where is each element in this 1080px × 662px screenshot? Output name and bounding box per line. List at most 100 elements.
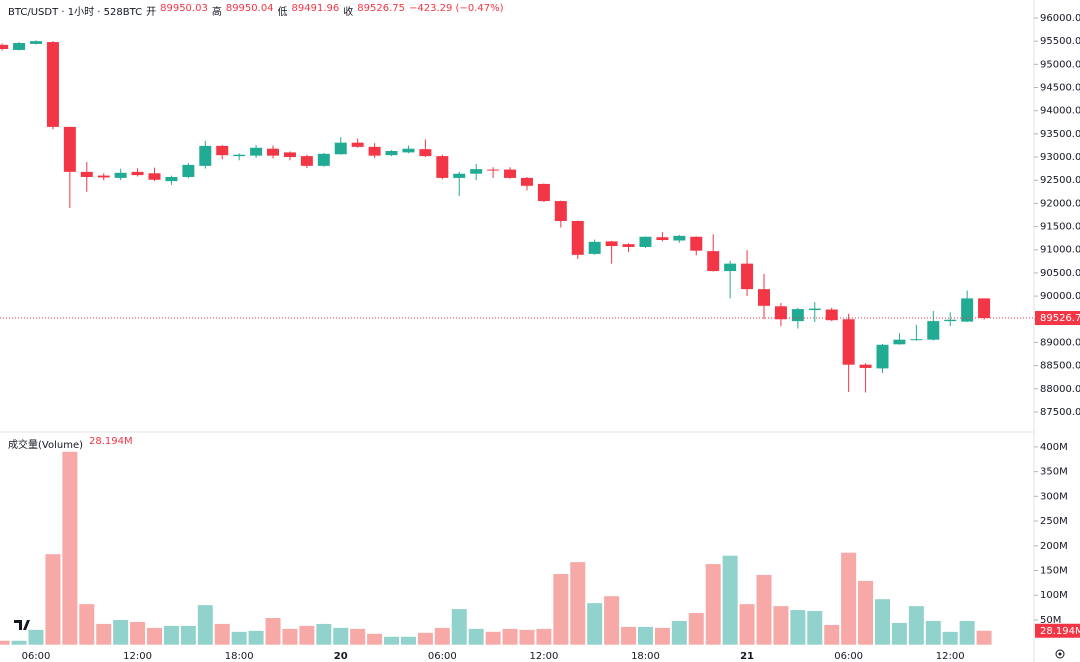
change-label: −423.29 (−0.47%) [408,3,504,14]
volume-bar [130,621,146,645]
y-tick-label: 89000.00 [1040,337,1080,348]
volume-bar [824,624,840,645]
volume-bar [959,620,975,645]
candle-body [961,298,974,322]
y-tick-label: 200M [1040,541,1068,552]
x-tick-label: 12:00 [529,651,558,662]
candle-body [0,44,9,50]
volume-bar [400,636,416,645]
ohlc-value: 89950.03 [160,3,208,14]
y-tick-label: 87500.00 [1040,407,1080,418]
candle-body [537,183,550,202]
y-tick-label: 88500.00 [1040,361,1080,372]
price-tag-label: 89526.75 [1040,313,1080,324]
volume-bar [350,628,366,645]
volume-bar [570,562,586,645]
volume-bar [468,628,484,645]
candle-body [927,321,940,340]
x-tick-label: 12:00 [936,651,965,662]
x-tick-label: 20 [334,651,348,662]
candle-body [487,169,500,171]
candle-body [825,309,838,321]
ohlc-label: 收 [343,7,354,18]
x-tick-label: 06:00 [428,651,457,662]
candle-body [588,241,601,254]
y-tick-label: 400M [1040,442,1068,453]
candle-body [470,169,483,174]
x-tick-label: 12:00 [123,651,152,662]
volume-bar [367,633,383,645]
volume-bar [841,552,857,645]
settings-icon[interactable] [1055,649,1065,659]
candle-body [910,339,923,341]
candle-body [504,169,517,178]
candle-body [707,251,720,272]
volume-bar [739,604,755,645]
candle-body [453,173,466,178]
candle-body [233,154,246,157]
volume-bar [891,622,907,645]
candle-body [317,153,330,166]
volume-bar [671,620,687,645]
volume-tag-label: 28.194M [1040,626,1080,637]
ohlc-label: 低 [277,7,288,18]
y-tick-label: 94000.00 [1040,106,1080,117]
volume-bar [875,599,890,645]
volume-bar [925,620,941,645]
price-tag [1035,311,1080,326]
y-tick-label: 91500.00 [1040,222,1080,233]
volume-bar [637,626,653,645]
logo [14,620,30,630]
volume-bar [942,631,958,645]
volume-bar [485,631,501,645]
volume-bar [587,603,603,645]
volume-bar [28,629,44,645]
candle-body [893,339,906,345]
x-tick-label: 06:00 [834,651,863,662]
ohlc-label: 开 [146,7,157,18]
volume-bar [621,626,637,645]
candle-body [80,171,93,177]
volume-bar [773,606,789,645]
volume-bar [858,580,874,645]
volume-bar [908,606,924,645]
candle-body [385,151,398,156]
volume-bar [282,628,298,645]
candle-body [13,43,26,50]
candle-body [605,241,618,247]
volume-bar [79,604,95,645]
volume-bar [11,640,27,645]
volume-bar [265,617,281,645]
ohlc-value: 89526.75 [357,3,405,14]
y-tick-label: 90000.00 [1040,291,1080,302]
y-tick-label: 350M [1040,467,1068,478]
ohlc-value: 89950.04 [225,3,274,14]
volume-bar [333,627,349,645]
header: BTC/USDT · 1小时 · 528BTC 开 89950.03 高 89950… [8,3,503,18]
volume-bar [62,451,78,645]
y-tick-label: 92500.00 [1040,175,1080,186]
candle-body [690,236,703,251]
candle-body [791,309,804,322]
candle-body [368,146,381,156]
candle-body [724,263,737,272]
candle-body [978,298,991,319]
candle-body [165,176,178,182]
volume-last: 28.194M [89,436,133,447]
candle-body [351,142,364,147]
y-tick-label: 250M [1040,516,1068,527]
volume-title: 成交量(Volume) [8,440,83,451]
volume-bar [0,640,10,645]
volume-bar [604,596,620,645]
volume-bar [316,623,332,645]
volume-bar [553,573,569,645]
candle-body [520,177,533,186]
volume-bar [163,625,179,645]
candle-body [250,147,263,156]
volume-bar [214,623,230,645]
volume-bar [756,574,772,645]
candle-body [774,306,787,320]
volume-bar [96,623,112,645]
y-tick-label: 95000.00 [1040,59,1080,70]
